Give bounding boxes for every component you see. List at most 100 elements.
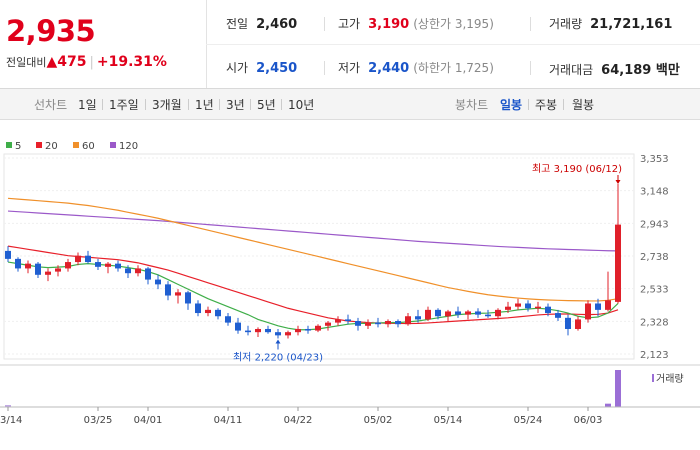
candle-body xyxy=(525,303,531,309)
day-high: 고가 3,190 (상한가 3,195) xyxy=(338,17,494,32)
volume-label: 거래량 xyxy=(656,373,684,385)
tab-1y[interactable]: 1년 xyxy=(195,98,214,112)
candle-body xyxy=(85,255,91,263)
candle-body xyxy=(105,263,111,267)
divider xyxy=(219,99,220,110)
candle-body xyxy=(355,321,361,326)
candle-body xyxy=(285,332,291,336)
candle-body xyxy=(235,322,241,331)
divider xyxy=(563,99,564,110)
candle-body xyxy=(195,303,201,314)
candle-body xyxy=(605,300,611,310)
candle-body xyxy=(345,319,351,322)
candle-body xyxy=(535,306,541,309)
volume-bar xyxy=(605,403,611,407)
gridlines xyxy=(4,157,634,355)
divider xyxy=(145,99,146,110)
ma60-line xyxy=(7,197,619,302)
divider: | xyxy=(89,55,94,70)
y-tick-label: 2,123 xyxy=(640,350,669,361)
tab-5y[interactable]: 5년 xyxy=(257,98,276,112)
tab-3m[interactable]: 3개월 xyxy=(152,98,182,112)
x-tick-label: 05/24 xyxy=(514,415,543,426)
annotations: 최고 3,190 (06/12) 최저 2,220 (04/23) xyxy=(233,163,622,364)
tab-daily[interactable]: 일봉 xyxy=(500,98,523,112)
divider xyxy=(324,61,325,75)
candle-chart-label: 봉차트 xyxy=(455,98,489,112)
candle-body xyxy=(495,309,501,317)
x-tick-label: 04/01 xyxy=(134,415,163,426)
high-annotation: 최고 3,190 (06/12) xyxy=(532,163,622,175)
up-arrow-icon: ▲ xyxy=(46,54,58,70)
x-axis: 03/14 03/25 04/01 04/11 04/22 05/02 05/14 05/24… xyxy=(0,407,602,426)
candle-body xyxy=(615,224,621,302)
chart-period-tabs: 선차트 1일 1주일 3개월 1년 3년 5년 10년 봉차트 일봉 주봉 월봉 xyxy=(0,89,700,120)
divider xyxy=(281,99,282,110)
tab-1w[interactable]: 1주일 xyxy=(109,98,139,112)
candle-body xyxy=(435,309,441,317)
candle-body xyxy=(405,316,411,325)
legend-swatch xyxy=(36,142,42,148)
candle-body xyxy=(465,311,471,315)
line-chart-label: 선차트 xyxy=(34,98,68,112)
tab-weekly[interactable]: 주봉 xyxy=(535,98,558,112)
divider xyxy=(206,44,700,45)
candle-body xyxy=(595,303,601,310)
x-tick-label: 04/22 xyxy=(284,415,313,426)
prev-close: 전일 2,460 xyxy=(226,17,298,32)
current-price: 2,935 xyxy=(6,14,96,48)
candle-body xyxy=(475,311,481,315)
x-tick-label: 06/03 xyxy=(574,415,603,426)
candle-body xyxy=(315,325,321,331)
candle-body xyxy=(575,319,581,329)
candle-body xyxy=(325,322,331,326)
y-tick-label: 3,148 xyxy=(640,187,669,198)
candle-body xyxy=(485,314,491,317)
tab-3y[interactable]: 3년 xyxy=(226,98,245,112)
candlestick-chart[interactable]: 5 20 60 120 3,353 3,148 2,943 2,738 2,533 2,328 2… xyxy=(0,120,700,450)
y-tick-label: 2,533 xyxy=(640,285,669,296)
ma20-line xyxy=(7,245,619,325)
candle-body xyxy=(245,330,251,333)
y-axis: 3,353 3,148 2,943 2,738 2,533 2,328 2,123 xyxy=(640,154,669,361)
tab-1d[interactable]: 1일 xyxy=(78,98,97,112)
candle-body xyxy=(45,271,51,275)
open-price: 시가 2,450 xyxy=(226,61,298,76)
down-arrow-icon xyxy=(615,179,621,184)
divider xyxy=(528,99,529,110)
price-change: 전일대비▲475 | +19.31% xyxy=(6,54,167,70)
candle-body xyxy=(75,255,81,263)
trade-amount: 거래대금 64,189 백만 xyxy=(549,63,680,78)
low-annotation: 최저 2,220 (04/23) xyxy=(233,352,323,364)
candle-body xyxy=(215,309,221,317)
tab-monthly[interactable]: 월봉 xyxy=(572,98,595,112)
divider xyxy=(188,99,189,110)
volume-legend-swatch xyxy=(652,374,654,382)
ma5-line xyxy=(7,261,619,331)
candle-body xyxy=(295,328,301,333)
legend-swatch xyxy=(110,142,116,148)
candle-body xyxy=(155,279,161,285)
volume-chart: 거래량 xyxy=(5,370,684,407)
candle-body xyxy=(265,328,271,333)
x-tick-label: 03/14 xyxy=(0,415,22,426)
candle-body xyxy=(65,262,71,269)
trade-volume: 거래량 21,721,161 xyxy=(549,17,673,32)
y-tick-label: 2,738 xyxy=(640,252,669,263)
candle-body xyxy=(305,328,311,331)
tab-10y[interactable]: 10년 xyxy=(288,98,315,112)
candle-body xyxy=(375,322,381,325)
candle-body xyxy=(35,263,41,275)
candle-body xyxy=(255,328,261,333)
divider xyxy=(530,17,531,31)
candle-body xyxy=(585,303,591,320)
candle-body xyxy=(135,268,141,274)
candle-body xyxy=(565,317,571,329)
ma120-line xyxy=(7,210,619,252)
x-tick-label: 03/25 xyxy=(84,415,113,426)
divider xyxy=(324,17,325,31)
candle-body xyxy=(145,268,151,280)
candle-body xyxy=(515,303,521,307)
candle-body xyxy=(335,319,341,323)
up-arrow-icon xyxy=(275,339,281,344)
